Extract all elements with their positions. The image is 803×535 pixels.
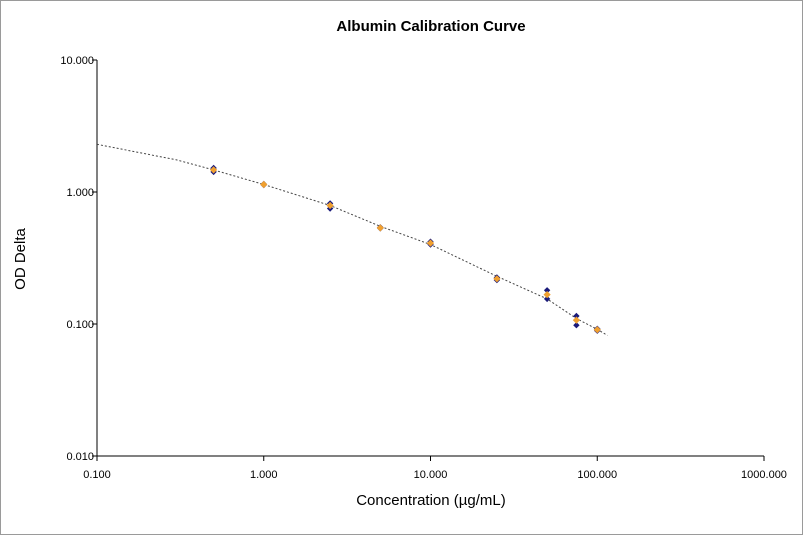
replicate-point [573, 322, 580, 329]
replicate-point [543, 295, 551, 303]
x-tick-label: 0.100 [83, 469, 111, 481]
x-axis-label: Concentration (µg/mL) [356, 492, 506, 509]
fit-curve [96, 143, 608, 336]
mean-point [593, 326, 601, 334]
data-points [210, 164, 601, 334]
mean-point [326, 201, 334, 210]
x-tick-label: 10.000 [414, 469, 448, 481]
y-tick-label: 1.000 [66, 187, 94, 199]
mean-point [426, 239, 435, 247]
mean-point [493, 275, 501, 283]
replicate-point [573, 312, 580, 320]
x-tick-label: 1000.000 [741, 469, 787, 481]
mean-point [572, 316, 580, 324]
mean-point [260, 180, 268, 189]
chart-title: Albumin Calibration Curve [336, 18, 525, 35]
replicate-point [543, 287, 551, 294]
y-axis-label: OD Delta [12, 228, 29, 290]
y-tick-label: 0.010 [66, 451, 94, 463]
mean-point [210, 166, 218, 174]
x-tick-label: 1.000 [250, 469, 278, 481]
x-tick-label: 100.000 [577, 469, 617, 481]
mean-point [376, 224, 384, 232]
y-tick-label: 10.000 [60, 55, 94, 67]
y-tick-label: 0.100 [66, 319, 94, 331]
mean-point [543, 291, 551, 299]
axis-ticks: 0.100 1.000 10.000 100.000 1000.000 0.010 0.10… [60, 55, 787, 481]
